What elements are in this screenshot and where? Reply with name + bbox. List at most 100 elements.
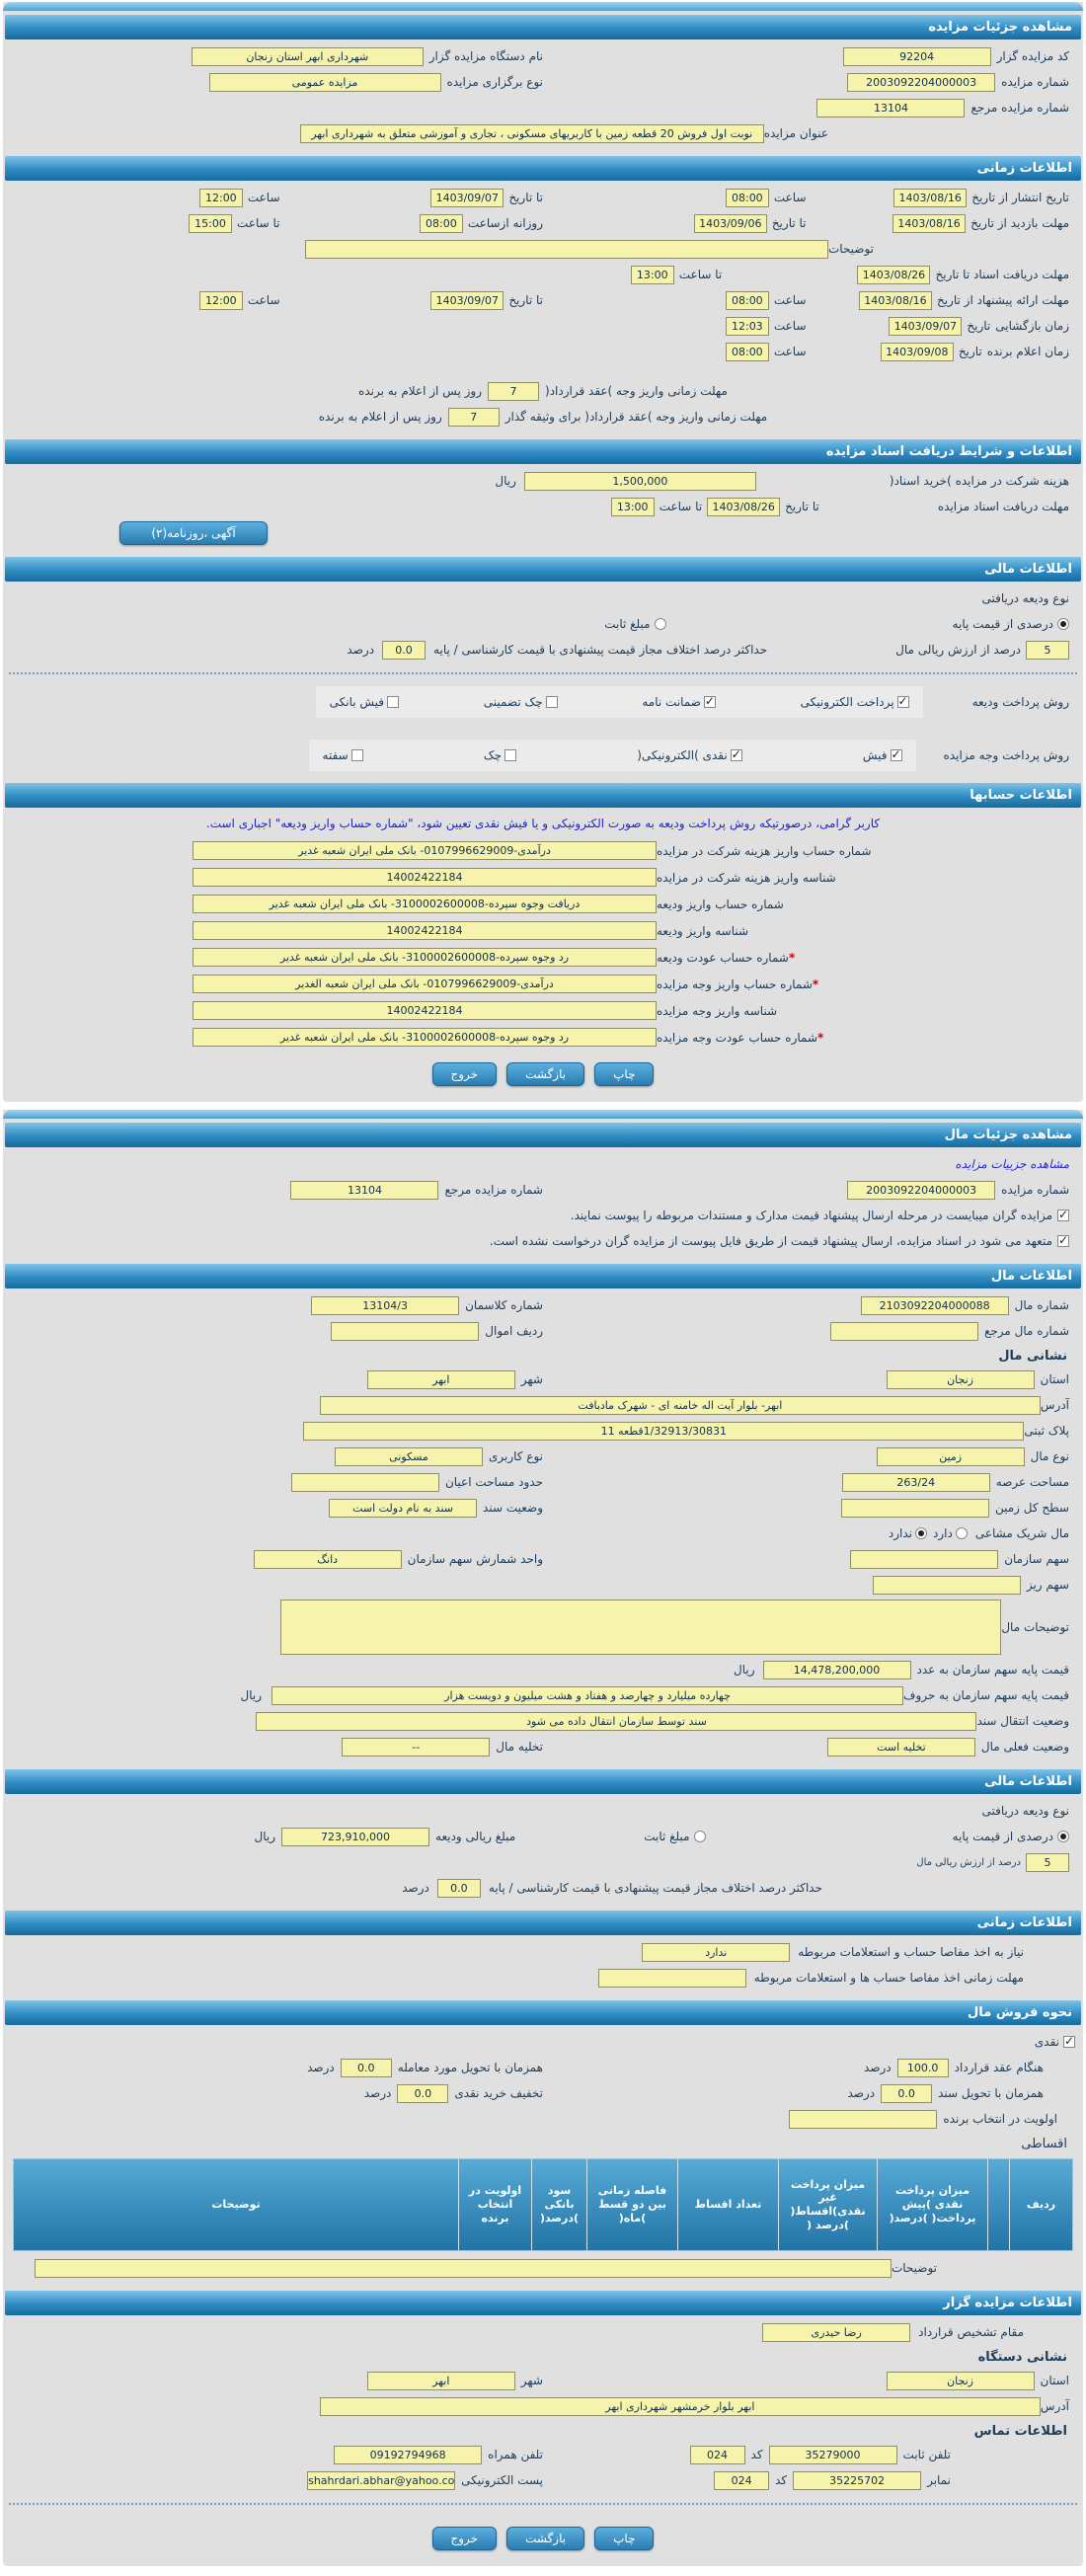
contract-officer-field[interactable]: رضا حیدری [762, 2322, 911, 2342]
opening-date-field[interactable]: 1403/09/07 [889, 316, 963, 336]
sub-share-field[interactable] [872, 1575, 1021, 1595]
docs-deadline-date-field[interactable]: 1403/08/26 [857, 265, 931, 284]
publish-from-field[interactable]: 1403/08/16 [893, 188, 968, 207]
newspaper-ad-button[interactable]: آگهی ،روزنامه(۲) [119, 521, 268, 545]
back-button[interactable]: بازگشت [506, 1062, 585, 1086]
cash-electronic-checkbox[interactable] [730, 747, 742, 761]
agreement-checkbox-1[interactable] [1057, 1208, 1069, 1221]
org-share-field[interactable] [850, 1549, 999, 1569]
auction-details-link[interactable]: مشاهده جزییات مزایده [955, 1157, 1069, 1171]
radio-percent-of-base-2[interactable] [1057, 1831, 1069, 1842]
asset-number-field[interactable]: 2103092204000088 [860, 1295, 1009, 1315]
exit-button[interactable]: خروج [431, 1062, 498, 1086]
total-land-field[interactable] [840, 1498, 989, 1518]
radio-percent-of-base[interactable] [1057, 618, 1069, 630]
slip-checkbox[interactable] [890, 747, 902, 761]
agency-city-field[interactable]: ابهر [366, 2371, 515, 2390]
visit-from-field[interactable]: 1403/08/16 [892, 213, 967, 233]
land-use-field[interactable]: مسکونی [334, 1446, 483, 1466]
docs-receive-deadline-time-field[interactable]: 13:00 [610, 497, 655, 516]
agreement-checkbox-2[interactable] [1057, 1233, 1069, 1247]
account-payment-return-field[interactable]: رد وجوه سپرده-3100002600008- بانک ملی ای… [193, 1028, 657, 1047]
secured-cheque-checkbox[interactable] [545, 696, 558, 708]
offer-from-time-field[interactable]: 08:00 [725, 290, 769, 310]
landline-code-field[interactable]: 024 [689, 2445, 745, 2464]
winner-priority-field[interactable] [789, 2109, 938, 2129]
promissory-note-checkbox[interactable] [350, 749, 363, 761]
opening-time-field[interactable]: 12:03 [725, 316, 769, 336]
contract-pay-days-field-1[interactable]: 7 [488, 381, 540, 401]
participation-fee-field[interactable]: 1,500,000 [523, 471, 756, 491]
guarantee-letter-checkbox[interactable] [703, 694, 716, 708]
org-name-field[interactable]: شهرداری ابهر استان زنجان [191, 46, 424, 66]
visit-daily-from-field[interactable]: 08:00 [419, 213, 463, 233]
maxdiff-field[interactable]: 0.0 [382, 640, 427, 660]
asset-type-field[interactable]: زمین [876, 1446, 1025, 1466]
base-price-field[interactable]: 14,478,200,000 [762, 1660, 911, 1679]
contract-signing-field[interactable]: 100.0 [896, 2058, 949, 2077]
asset-desc-field[interactable] [280, 1600, 1002, 1655]
time-desc-field[interactable] [304, 239, 828, 259]
registration-plate-field[interactable]: 1/32913/30831قطعه 11 [303, 1421, 1025, 1441]
account-fee-id-field[interactable]: 14002422184 [193, 868, 657, 887]
deposit-amount-field[interactable]: 723,910,000 [281, 1827, 430, 1846]
landline-field[interactable]: 35279000 [768, 2445, 897, 2464]
account-deposit-id-field[interactable]: 14002422184 [193, 921, 657, 940]
docs-deadline-time-field[interactable]: 13:00 [630, 265, 674, 284]
land-area-field[interactable]: 263/24 [841, 1472, 990, 1492]
mobile-field[interactable]: 09192794968 [334, 2445, 483, 2464]
asset-city-field[interactable]: ابهر [366, 1369, 515, 1389]
radio-fixed-amount-2[interactable] [693, 1831, 706, 1842]
publish-to-field[interactable]: 1403/09/07 [430, 188, 504, 207]
account-deposit-field[interactable]: دریافت وجوه سپرده-3100002600008- بانک مل… [193, 895, 657, 913]
sale-desc-field[interactable] [34, 2258, 892, 2278]
joint-owner-yes-radio[interactable] [955, 1527, 968, 1539]
base-price-words-field[interactable]: چهارده میلیارد و چهارصد و هفتاد و هشت می… [272, 1685, 904, 1705]
clearance-field[interactable]: ندارد [642, 1942, 791, 1962]
asset-address-field[interactable]: ابهر- بلوار آیت اله خامنه ای - شهرک مادب… [319, 1395, 1041, 1415]
agency-address-field[interactable]: ابهر بلوار خرمشهر شهرداری ابهر [319, 2396, 1041, 2416]
winner-time-field[interactable]: 08:00 [725, 342, 769, 361]
asset-auction-ref-field[interactable]: 13104 [290, 1180, 439, 1200]
deed-status-field[interactable]: سند به نام دولت است [329, 1498, 478, 1518]
asset-auction-number-field[interactable]: 2003092204000003 [847, 1180, 996, 1200]
asset-province-field[interactable]: زنجان [886, 1369, 1035, 1389]
fax-code-field[interactable]: 024 [714, 2470, 770, 2490]
account-fee-deposit-field[interactable]: درآمدی-0107996629009- بانک ملی ایران شعب… [193, 841, 657, 860]
auction-type-field[interactable]: مزایده عمومی [208, 72, 441, 92]
deed-transfer-field[interactable]: سند توسط سازمان انتقال داده می شود [256, 1711, 977, 1731]
account-payment-id-field[interactable]: 14002422184 [193, 1001, 657, 1020]
bank-slip-checkbox[interactable] [387, 696, 400, 708]
docs-receive-deadline-date-field[interactable]: 1403/08/26 [707, 497, 781, 516]
vacate-field[interactable]: -- [342, 1737, 491, 1756]
auction-code-field[interactable]: 92204 [842, 46, 991, 66]
email-field[interactable]: shahrdari.abhar@yahoo.com [307, 2470, 456, 2490]
offer-to-field[interactable]: 1403/09/07 [430, 290, 504, 310]
auction-ref-field[interactable]: 13104 [816, 98, 966, 117]
maxdiff-field-2[interactable]: 0.0 [436, 1878, 481, 1898]
auction-number-field[interactable]: 2003092204000003 [847, 72, 996, 92]
back-button-bottom[interactable]: بازگشت [506, 2527, 585, 2550]
cash-sale-checkbox[interactable] [1063, 2034, 1075, 2048]
offer-to-time-field[interactable]: 12:00 [198, 290, 243, 310]
deposit-percent-field-2[interactable]: 5 [1026, 1852, 1069, 1872]
visit-to-time-field[interactable]: 15:00 [189, 213, 233, 233]
account-deposit-return-field[interactable]: رد وجوه سپرده-3100002600008- بانک ملی ای… [193, 948, 657, 967]
cheque-checkbox[interactable] [504, 749, 517, 761]
asset-ref-field[interactable] [829, 1321, 978, 1341]
joint-owner-no-radio[interactable] [915, 1527, 928, 1539]
exit-button-bottom[interactable]: خروج [431, 2527, 498, 2550]
account-payment-field[interactable]: درآمدی-0107996629009- بانک ملی ایران شعب… [193, 975, 657, 993]
building-area-field[interactable] [290, 1472, 439, 1492]
electronic-payment-checkbox[interactable] [896, 694, 909, 708]
fax-field[interactable]: 35225702 [793, 2470, 922, 2490]
current-status-field[interactable]: تخلیه است [826, 1737, 975, 1756]
radio-fixed-amount[interactable] [654, 618, 666, 630]
deposit-percent-field[interactable]: 5 [1026, 640, 1069, 660]
print-button[interactable]: چاپ [594, 1062, 655, 1086]
offer-from-field[interactable]: 1403/08/16 [858, 290, 932, 310]
deed-delivery-field[interactable]: 0.0 [881, 2083, 933, 2103]
publish-from-time-field[interactable]: 08:00 [725, 188, 769, 207]
delivery-field[interactable]: 0.0 [340, 2058, 392, 2077]
agency-province-field[interactable]: زنجان [886, 2371, 1035, 2390]
